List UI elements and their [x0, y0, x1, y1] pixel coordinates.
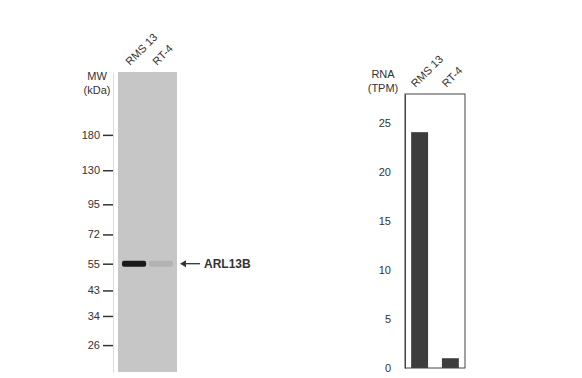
tick-label: 10 — [379, 264, 391, 276]
bands — [122, 261, 173, 267]
y-axis: 180 130 95 72 55 43 34 26 — [82, 73, 114, 373]
annotation: ARL13B — [204, 257, 251, 271]
tick-label: 20 — [379, 166, 391, 178]
tick-label: 0 — [385, 362, 391, 374]
axis-title: MW (kDa) — [84, 70, 111, 96]
tick: 20 — [379, 166, 405, 178]
tick-label: 130 — [82, 164, 100, 176]
tick: 130 — [82, 164, 113, 176]
tick: 34 — [88, 310, 113, 322]
axis-line — [405, 95, 406, 369]
bar-panel: 0 5 10 15 20 25 RNA (TPM) RMS 13RT-4 — [368, 53, 465, 374]
tick-mark — [103, 170, 113, 172]
tick-label: 72 — [88, 228, 100, 240]
tick: 180 — [82, 129, 113, 141]
axis-title-line: (TPM) — [368, 82, 399, 94]
bar — [442, 358, 459, 368]
tick: 5 — [385, 313, 405, 325]
tick-label: 95 — [88, 198, 100, 210]
axis-title-line: RNA — [371, 68, 395, 80]
tick-label: 34 — [88, 310, 100, 322]
tick-label: 5 — [385, 313, 391, 325]
tick-label: 43 — [88, 284, 100, 296]
axis-title: RNA (TPM) — [368, 68, 399, 94]
tick: 55 — [88, 258, 113, 270]
y-axis: 0 5 10 15 20 25 — [379, 95, 406, 375]
tick-label: 180 — [82, 129, 100, 141]
tick-mark — [103, 234, 113, 236]
tick: 43 — [88, 284, 113, 296]
axis-title-line: (kDa) — [84, 84, 111, 96]
blot-panel: 180130957255433426MW(kDa)RMS 13RT-4ARL13… — [82, 31, 251, 373]
tick-mark — [103, 135, 113, 137]
tick-mark — [103, 204, 113, 206]
band — [122, 261, 146, 267]
lane-label: RT-4 — [150, 42, 175, 67]
tick-mark — [103, 345, 113, 347]
gel-background — [118, 72, 177, 372]
tick: 25 — [379, 117, 405, 129]
tick-mark — [103, 316, 113, 318]
tick-mark — [103, 263, 113, 265]
figure: 180130957255433426MW(kDa)RMS 13RT-4ARL13… — [0, 0, 582, 378]
axis-title-line: MW — [87, 70, 107, 82]
bar — [411, 132, 428, 368]
annotation-arrowhead — [180, 260, 186, 267]
axis-line — [113, 73, 114, 373]
tick: 72 — [88, 228, 113, 240]
tick: 15 — [379, 215, 405, 227]
tick: 26 — [88, 339, 113, 351]
tick: 95 — [88, 198, 113, 210]
tick-label: 26 — [88, 339, 100, 351]
tick-label: 25 — [379, 117, 391, 129]
tick-label: 55 — [88, 258, 100, 270]
category-label: RMS 13 — [409, 53, 446, 90]
tick: 0 — [385, 362, 405, 374]
bars — [411, 132, 459, 368]
band — [149, 261, 173, 267]
tick: 10 — [379, 264, 405, 276]
tick-mark — [103, 290, 113, 292]
plot-frame — [405, 94, 465, 368]
tick-label: 15 — [379, 215, 391, 227]
category-label: RT-4 — [439, 64, 464, 89]
